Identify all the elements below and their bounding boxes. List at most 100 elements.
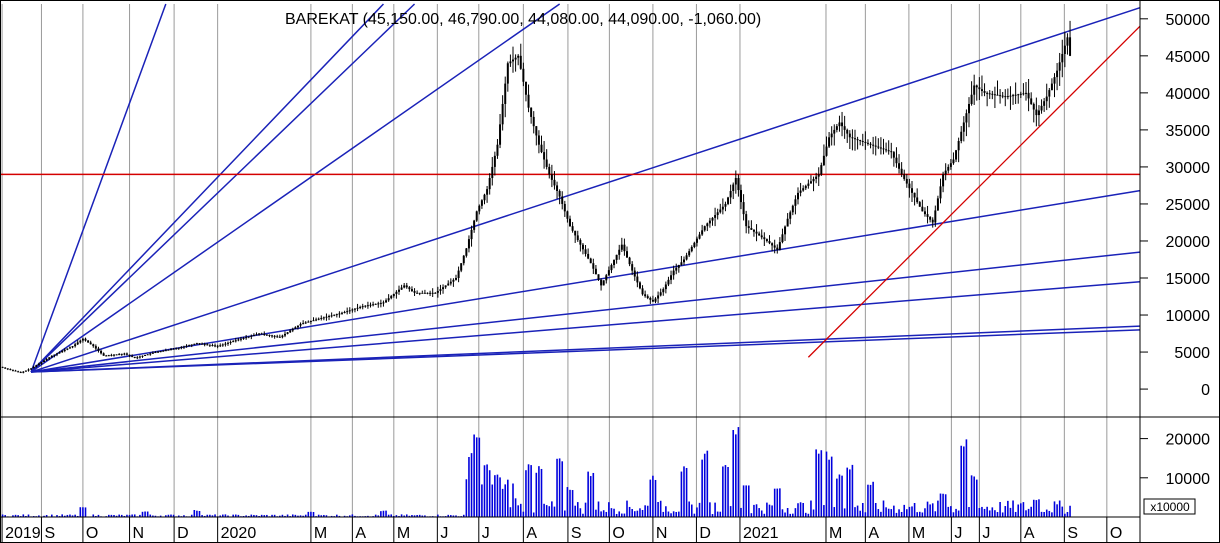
candle-body [442,287,445,290]
candle-body [587,253,590,259]
candle-body [628,257,631,265]
candle-body [45,358,48,361]
candle-body [195,343,198,345]
candle-body [398,289,400,292]
candle-body [993,94,996,96]
candle-body [263,334,266,336]
candle-body [714,215,717,218]
candle-body [838,122,841,127]
fan-line [30,3,384,373]
candle-body [105,355,108,357]
fan-line [30,3,561,373]
candle-body [1056,70,1059,78]
candle-body [563,203,566,212]
candle-body [675,267,678,271]
fan-line [31,251,1141,373]
candle-body [141,355,144,357]
month-label: A [355,525,366,542]
fan-line [30,189,1141,373]
candle-body [81,338,84,341]
candle-body [999,95,1002,97]
candle-body [491,166,494,179]
candle-body [556,185,559,191]
price-tick-label: 20000 [1166,234,1211,251]
candle-body [418,292,421,294]
candle-body [245,337,248,339]
candle-body [892,152,895,158]
candle-body [620,244,623,250]
candle-body [265,334,268,336]
candle-body [14,370,17,372]
candle-body [955,150,958,160]
candle-body [781,234,784,243]
candle-body [107,355,110,357]
candle-body [859,140,862,142]
price-tick-label: 15000 [1166,271,1211,288]
candle-body [37,363,40,366]
candle-body [535,126,538,136]
candle-body [343,311,346,313]
candle-body [1012,95,1015,97]
candle-body [131,355,134,357]
candle-body [382,302,385,304]
candle-body [89,342,92,345]
candle-body [286,332,289,334]
candle-body [214,345,217,347]
month-label: J [440,525,448,542]
candle-body [703,226,706,231]
candle-body [905,178,908,184]
candle-body [87,340,90,343]
candle-body [475,211,478,221]
candle-body [234,340,237,342]
candle-body [854,138,856,140]
candle-body [861,141,864,142]
candle-body [830,133,833,138]
candle-body [27,369,30,371]
candle-body [341,312,343,314]
candle-body [162,350,165,352]
candle-body [385,300,388,303]
candle-body [820,165,823,175]
candle-body [695,238,698,243]
candle-body [763,237,766,240]
month-label: N [656,525,668,542]
candle-body [188,345,191,347]
candle-body [983,91,986,93]
candle-body [146,354,149,356]
candle-body [1006,96,1009,98]
fan-line [31,280,1141,373]
candle-body [390,296,393,299]
candle-body [405,285,408,288]
candle-body [6,368,9,370]
candle-body [947,166,950,171]
candle-body [71,346,74,348]
candle-body [372,304,375,306]
candle-body [923,211,926,215]
candle-body [1022,93,1025,95]
candle-body [400,287,403,290]
month-label: O [1110,525,1122,542]
candle-body [872,144,875,146]
candle-body [1,366,4,368]
fan-line [30,3,416,373]
candle-body [359,306,362,308]
candle-body [294,327,297,329]
time-axis: 2019 S O N D 2020 M A M J J A S O N D 2021 M A M J J A S O [1,517,1122,543]
candle-body [296,325,299,328]
price-tick-label: 50000 [1166,12,1211,29]
candle-body [747,226,750,229]
candle-body [623,244,626,252]
candle-body [698,234,701,239]
candle-body [975,85,978,88]
candle-body [659,292,662,296]
candle-body [449,281,452,284]
candle-body [110,354,113,356]
candle-body [335,314,338,316]
candle-body [636,276,639,283]
chart-title: BAREKAT (45,150.00, 46,790.00, 44,080.00… [285,11,761,28]
candle-body [797,192,799,200]
candle-body [802,188,805,191]
candle-body [338,313,341,315]
candle-body [594,268,597,275]
